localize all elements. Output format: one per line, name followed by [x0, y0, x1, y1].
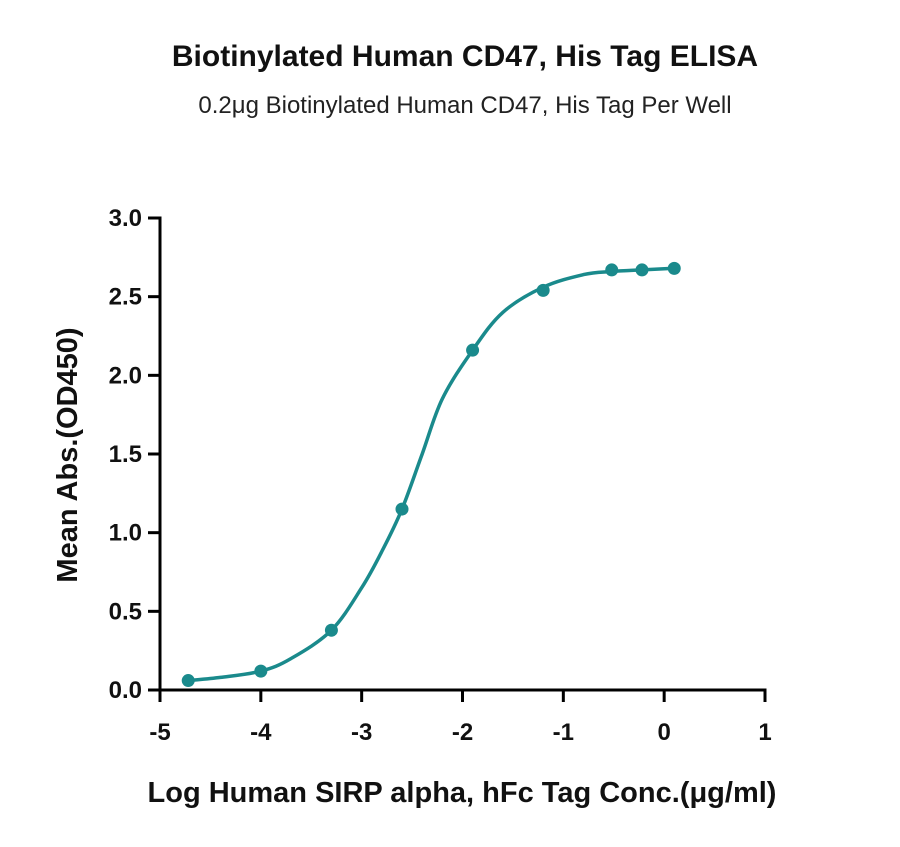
y-tick-label: 3.0 [109, 205, 142, 232]
x-tick-label: 1 [758, 719, 771, 746]
fit-curve-layer [186, 266, 677, 683]
y-tick-label: 2.0 [109, 362, 142, 389]
data-point [466, 343, 480, 357]
y-tick-label: 2.5 [109, 284, 142, 311]
data-point [254, 664, 268, 678]
y-tick-label: 1.0 [109, 520, 142, 547]
x-tick-label: -4 [250, 719, 272, 746]
data-point [605, 263, 619, 277]
x-tick-label: -3 [351, 719, 372, 746]
x-tick-label: -5 [149, 719, 170, 746]
y-tick-label: 0.5 [109, 598, 142, 625]
x-tick-label: -1 [553, 719, 574, 746]
x-axis-label: Log Human SIRP alpha, hFc Tag Conc.(μg/m… [148, 777, 777, 809]
axes: -5 -4 -3 -2 -1 0 1 0.0 0.5 1.0 1.5 2.0 2.5 3.0 [109, 205, 772, 746]
data-point [324, 623, 338, 637]
y-axis-label: Mean Abs.(OD450) [52, 327, 84, 582]
data-point [395, 502, 409, 516]
data-point [667, 261, 681, 275]
x-tick-label: 0 [657, 719, 670, 746]
chart-subtitle: 0.2μg Biotinylated Human CD47, His Tag P… [198, 92, 732, 119]
y-tick-label: 0.0 [109, 677, 142, 704]
data-point [181, 674, 195, 688]
x-tick-label: -2 [452, 719, 473, 746]
y-tick-label: 1.5 [109, 441, 142, 468]
data-point [635, 263, 649, 277]
fit-curve [186, 266, 677, 683]
data-points-layer [181, 261, 681, 688]
data-point [536, 283, 550, 297]
chart-title: Biotinylated Human CD47, His Tag ELISA [171, 40, 759, 73]
